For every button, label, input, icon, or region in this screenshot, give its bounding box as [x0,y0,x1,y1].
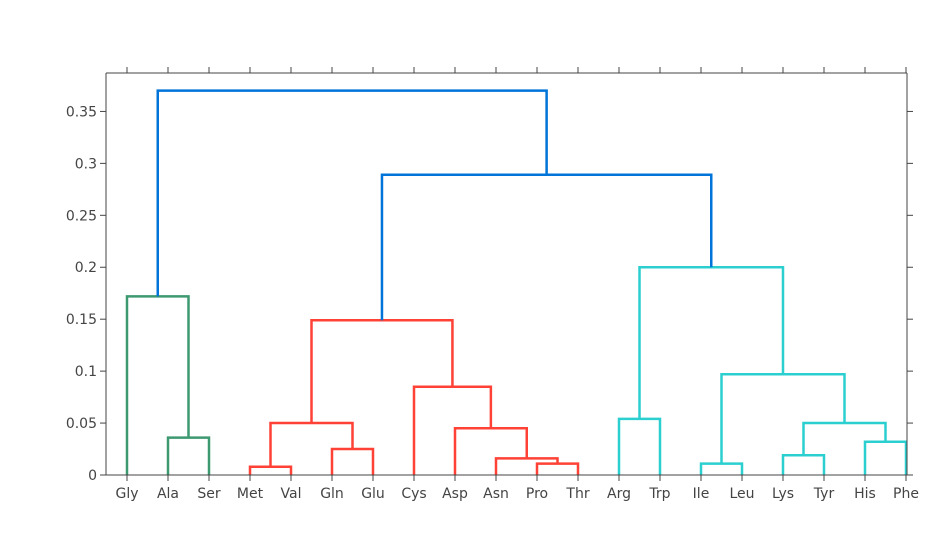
dendrogram-link-green [125,295,190,475]
leaf-label-gln: Gln [320,486,344,502]
dendrogram-link-red [248,465,293,475]
y-tick-label: 0.3 [75,156,97,172]
dendrogram-link-red [269,421,354,467]
dendrogram-link-red [494,457,559,475]
dendrogram-link-red [412,385,493,475]
dendrogram-link-green [166,436,211,475]
leaf-label-arg: Arg [607,486,631,502]
leaf-label-thr: Thr [565,486,589,502]
leaf-label-pro: Pro [526,486,548,502]
leaf-label-lys: Lys [772,486,794,502]
leaf-label-phe: Phe [893,486,919,502]
plot-frame [105,72,908,476]
dendrogram-link-red [310,318,454,424]
dendrogram-link-blue [380,173,713,321]
x-axis: Gly Ala Ser Met Val Gln Glu Cys Asp Asn Pro Thr Arg T… [115,67,919,502]
dendrogram-link-red [535,462,580,475]
leaf-label-glu: Glu [361,486,385,502]
leaf-label-met: Met [237,486,264,502]
leaf-label-asp: Asp [442,486,468,502]
leaf-label-val: Val [281,486,302,502]
y-tick-label: 0.15 [66,312,97,328]
y-tick-label: 0 [88,468,97,484]
dendrogram-links [125,89,908,475]
y-tick-label: 0.35 [66,104,97,120]
dendrogram-link-cyan [863,440,908,475]
y-tick-label: 0.25 [66,208,97,224]
leaf-label-leu: Leu [729,486,754,502]
dendrogram-link-cyan [617,417,662,475]
leaf-label-gly: Gly [115,486,138,502]
leaf-label-ser: Ser [197,486,221,502]
leaf-label-ala: Ala [157,486,179,502]
dendrogram-link-cyan [781,454,826,475]
leaf-label-cys: Cys [401,486,426,502]
y-tick-label: 0.05 [66,416,97,432]
y-tick-label: 0.1 [75,364,97,380]
leaf-label-trp: Trp [648,486,670,502]
leaf-label-tyr: Tyr [813,486,835,502]
leaf-label-asn: Asn [483,486,509,502]
dendrogram-link-blue [156,89,548,297]
dendrogram-link-red [453,427,528,475]
leaf-label-ile: Ile [693,486,710,502]
dendrogram-link-red [330,447,375,475]
leaf-label-his: His [854,486,876,502]
dendrogram-link-cyan [638,265,785,419]
dendrogram-link-cyan [720,372,846,464]
dendrogram-link-cyan [802,421,887,456]
y-axis: 0 0.05 0.1 0.15 0.2 0.25 0.3 0.35 [66,104,913,484]
y-tick-label: 0.2 [75,260,97,276]
dendrogram-link-cyan [699,462,744,475]
